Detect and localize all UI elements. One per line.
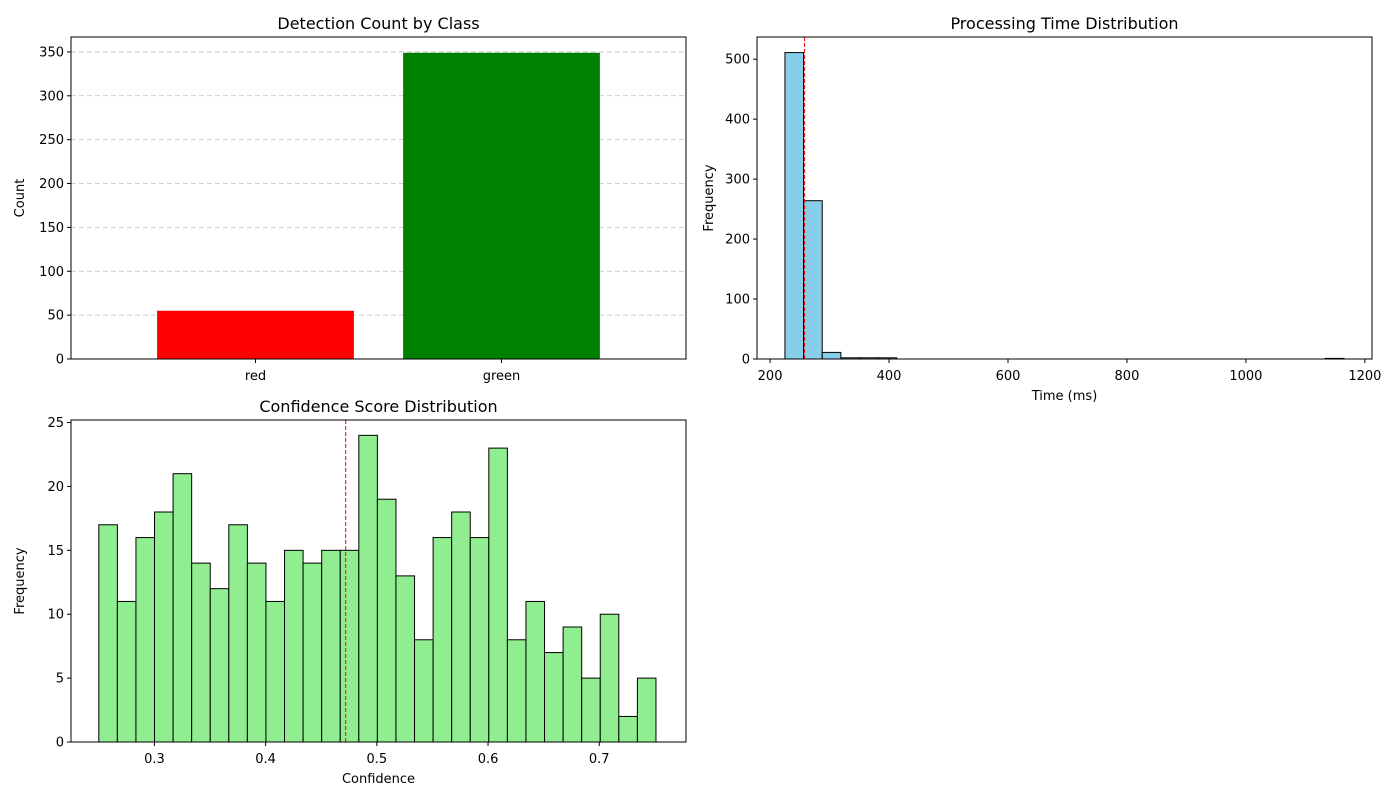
subplot-2: Processing Time Distribution Time (ms) Fre… [702, 14, 1381, 404]
chart-title: Detection Count by Class [277, 14, 479, 33]
x-tick-label: red [245, 369, 266, 384]
y-tick-label: 250 [39, 133, 64, 148]
y-axis-label: Count [13, 179, 28, 218]
histogram-bin [451, 511, 471, 743]
chart-title: Processing Time Distribution [950, 14, 1178, 33]
histogram-bin [469, 537, 490, 743]
histogram-bin [228, 524, 248, 743]
histogram-bin [618, 715, 638, 743]
x-tick-label: 0.7 [589, 752, 610, 767]
y-tick-label: 100 [39, 265, 64, 280]
subplot-3: Confidence Score Distribution Confidence F… [13, 397, 687, 787]
histogram-bin [265, 600, 286, 743]
histogram-bin [821, 351, 842, 360]
axes-frame [70, 419, 687, 743]
axes-frame [756, 36, 1373, 360]
histogram-bin [488, 447, 508, 743]
histogram-bin [506, 639, 527, 743]
y-tick-label: 50 [47, 309, 64, 324]
x-axis-label: Time (ms) [1031, 389, 1098, 404]
histogram-bin [172, 473, 193, 743]
y-tick-label: 10 [47, 608, 64, 623]
histogram-bin [98, 524, 118, 743]
x-tick-label: 1000 [1229, 369, 1262, 384]
y-tick-label: 25 [47, 416, 64, 431]
x-tick-label: 0.3 [144, 752, 165, 767]
histogram-bin [246, 562, 267, 743]
y-axis-label: Frequency [13, 547, 28, 614]
x-tick-label: 1200 [1348, 369, 1381, 384]
y-tick-label: 150 [39, 221, 64, 236]
x-tick-label: green [483, 369, 521, 384]
histogram-bin [116, 600, 137, 743]
bar-green [403, 52, 600, 360]
histogram-bin [803, 200, 823, 360]
histogram-bin [154, 511, 174, 743]
x-tick-label: 0.5 [366, 752, 387, 767]
y-tick-label: 5 [56, 672, 64, 687]
y-tick-label: 0 [742, 353, 750, 368]
y-tick-label: 0 [56, 736, 64, 751]
histogram-bin [395, 575, 416, 743]
histogram-bin [525, 600, 546, 743]
x-tick-label: 0.6 [478, 752, 499, 767]
y-tick-label: 300 [39, 89, 64, 104]
histogram-bin [414, 639, 434, 743]
x-tick-label: 400 [877, 369, 902, 384]
subplot-1: Detection Count by Class Count 0 50 100 150 20… [13, 14, 687, 384]
x-tick-label: 600 [996, 369, 1021, 384]
y-axis-label: Frequency [702, 164, 717, 231]
histogram-bin [284, 549, 304, 743]
y-tick-label: 500 [725, 53, 750, 68]
histogram-bin [209, 588, 230, 743]
histogram-bin [544, 652, 564, 743]
histogram-bin [562, 626, 583, 743]
y-tick-label: 400 [725, 113, 750, 128]
y-tick-label: 20 [47, 480, 64, 495]
y-tick-label: 200 [725, 233, 750, 248]
x-axis-label: Confidence [342, 772, 415, 787]
y-tick-label: 100 [725, 293, 750, 308]
y-tick-label: 200 [39, 177, 64, 192]
histogram-bin [599, 613, 620, 743]
histogram-bin [636, 677, 657, 743]
histogram-bin [321, 549, 341, 743]
y-tick-label: 300 [725, 173, 750, 188]
histogram-bin [358, 434, 378, 743]
histogram-bin [432, 537, 453, 743]
histogram-bin [784, 52, 805, 360]
histogram-bin [135, 537, 156, 743]
histogram-bin [302, 562, 323, 743]
histogram-bin [376, 498, 397, 743]
axes-frame [70, 36, 687, 360]
y-tick-label: 350 [39, 45, 64, 60]
histogram-bin [581, 677, 601, 743]
y-tick-label: 15 [47, 544, 64, 559]
chart-title: Confidence Score Distribution [259, 397, 497, 416]
bar-red [157, 310, 354, 359]
x-tick-label: 0.4 [255, 752, 276, 767]
histogram-bin [191, 562, 211, 743]
histogram-bin [339, 549, 360, 743]
x-tick-label: 800 [1115, 369, 1140, 384]
y-tick-label: 0 [56, 353, 64, 368]
x-tick-label: 200 [758, 369, 783, 384]
